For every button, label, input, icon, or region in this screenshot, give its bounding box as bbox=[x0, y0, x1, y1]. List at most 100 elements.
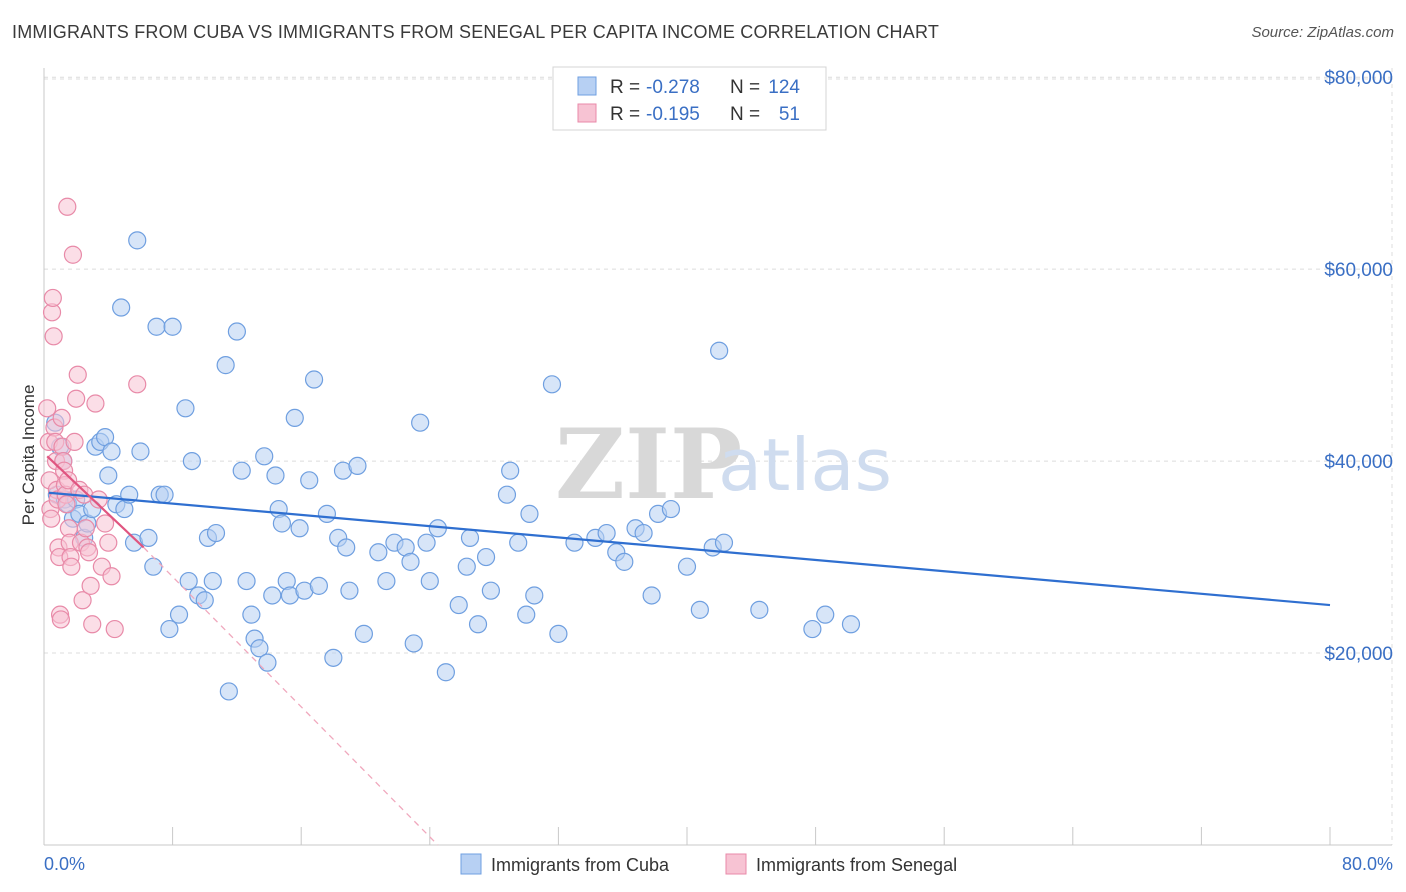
trend-lines bbox=[46, 455, 1331, 846]
bottom-legend-label: Immigrants from Cuba bbox=[491, 855, 670, 875]
legend-r-value: -0.195 bbox=[646, 104, 700, 125]
senegal-point bbox=[57, 495, 76, 514]
senegal-point bbox=[43, 288, 62, 308]
cuba-point bbox=[377, 571, 396, 591]
cuba-point bbox=[290, 519, 309, 538]
cuba-point bbox=[317, 504, 337, 523]
cuba-point bbox=[340, 581, 359, 600]
senegal-point bbox=[73, 591, 92, 610]
cuba-point bbox=[520, 504, 539, 523]
cuba-point bbox=[468, 615, 488, 634]
senegal-point bbox=[67, 389, 86, 408]
cuba-point bbox=[411, 413, 430, 432]
legend-n-label: N = bbox=[730, 104, 760, 125]
cuba-point bbox=[404, 634, 423, 653]
cuba-point bbox=[160, 619, 179, 639]
cuba-point bbox=[476, 547, 496, 567]
senegal-point bbox=[52, 408, 71, 428]
cuba-point bbox=[337, 538, 356, 557]
bottom-legend-swatch bbox=[460, 853, 482, 875]
cuba-point bbox=[102, 442, 121, 461]
cuba-point bbox=[348, 456, 367, 475]
cuba-point bbox=[816, 605, 835, 624]
cuba-point bbox=[690, 600, 709, 619]
legend-r-label: R = bbox=[610, 104, 640, 125]
senegal-point bbox=[76, 519, 95, 538]
cuba-point bbox=[457, 557, 476, 576]
senegal-point bbox=[86, 394, 105, 413]
cuba-trend-line bbox=[48, 491, 1331, 607]
legend-n-value: 124 bbox=[768, 77, 800, 98]
cuba-point bbox=[309, 576, 328, 595]
cuba-point bbox=[517, 605, 536, 624]
y-tick-label: $20,000 bbox=[1324, 644, 1393, 665]
legend-r-value: -0.278 bbox=[646, 77, 700, 98]
cuba-point bbox=[250, 639, 269, 658]
cuba-point bbox=[144, 557, 163, 576]
cuba-point bbox=[176, 399, 195, 418]
cuba-point bbox=[497, 485, 517, 504]
senegal-point bbox=[99, 533, 118, 552]
cuba-point bbox=[232, 461, 251, 480]
legend-swatch bbox=[577, 103, 597, 123]
bottom-legend: Immigrants from Cuba Immigrants from Sene… bbox=[460, 853, 957, 875]
cuba-point bbox=[237, 571, 256, 591]
cuba-point bbox=[304, 370, 324, 389]
legend-n-value: 51 bbox=[779, 104, 800, 125]
senegal-point bbox=[128, 375, 147, 394]
x-tick-labels: 0.0% 80.0% bbox=[44, 854, 1393, 874]
cuba-point bbox=[169, 605, 189, 624]
cuba-point bbox=[542, 375, 562, 394]
senegal-point bbox=[63, 245, 83, 264]
senegal-trend-extension bbox=[143, 547, 439, 846]
y-tick-label: $60,000 bbox=[1324, 260, 1393, 281]
x-tick-label-max: 80.0% bbox=[1342, 854, 1393, 874]
bottom-legend-label: Immigrants from Senegal bbox=[756, 855, 957, 875]
cuba-point bbox=[182, 451, 201, 471]
cuba-point bbox=[509, 533, 528, 552]
cuba-point bbox=[525, 586, 544, 605]
watermark: ZIP atlas bbox=[555, 408, 892, 521]
cuba-point bbox=[642, 586, 661, 605]
cuba-point bbox=[242, 605, 261, 624]
cuba-point bbox=[481, 581, 500, 600]
bottom-legend-swatch bbox=[725, 853, 747, 875]
cuba-point bbox=[128, 231, 147, 250]
cuba-point bbox=[565, 533, 584, 552]
legend-swatch bbox=[577, 76, 597, 96]
senegal-point bbox=[65, 432, 84, 452]
watermark-zip: ZIP bbox=[555, 408, 742, 521]
cuba-point bbox=[615, 552, 634, 571]
cuba-point bbox=[227, 322, 246, 341]
cuba-point bbox=[99, 466, 118, 485]
senegal-trend-line bbox=[46, 455, 145, 549]
y-tick-labels: $20,000 $40,000 $60,000 $80,000 bbox=[1324, 68, 1393, 665]
cuba-point bbox=[417, 533, 436, 552]
cuba-point bbox=[460, 528, 480, 547]
senegal-point bbox=[58, 197, 77, 216]
y-axis-label: Per Capita Income bbox=[19, 385, 38, 526]
senegal-point bbox=[95, 514, 115, 533]
cuba-point bbox=[300, 471, 319, 490]
cuba-point bbox=[420, 571, 439, 591]
cuba-point bbox=[661, 499, 681, 519]
cuba-point bbox=[841, 615, 861, 634]
cuba-point bbox=[266, 466, 285, 485]
legend-r-label: R = bbox=[610, 77, 640, 98]
cuba-point bbox=[216, 356, 235, 375]
cuba-point bbox=[369, 543, 388, 562]
senegal-point bbox=[83, 615, 102, 634]
cuba-point bbox=[285, 408, 304, 428]
cuba-point bbox=[263, 586, 282, 605]
senegal-point bbox=[79, 543, 99, 562]
cuba-point bbox=[401, 552, 420, 571]
cuba-point bbox=[750, 600, 769, 619]
cuba-point bbox=[436, 663, 455, 682]
cuba-point bbox=[195, 591, 214, 610]
x-tick-label-min: 0.0% bbox=[44, 854, 85, 874]
cuba-point bbox=[155, 485, 174, 504]
cuba-point bbox=[131, 442, 150, 461]
cuba-point bbox=[272, 514, 292, 533]
cuba-point bbox=[354, 624, 373, 643]
